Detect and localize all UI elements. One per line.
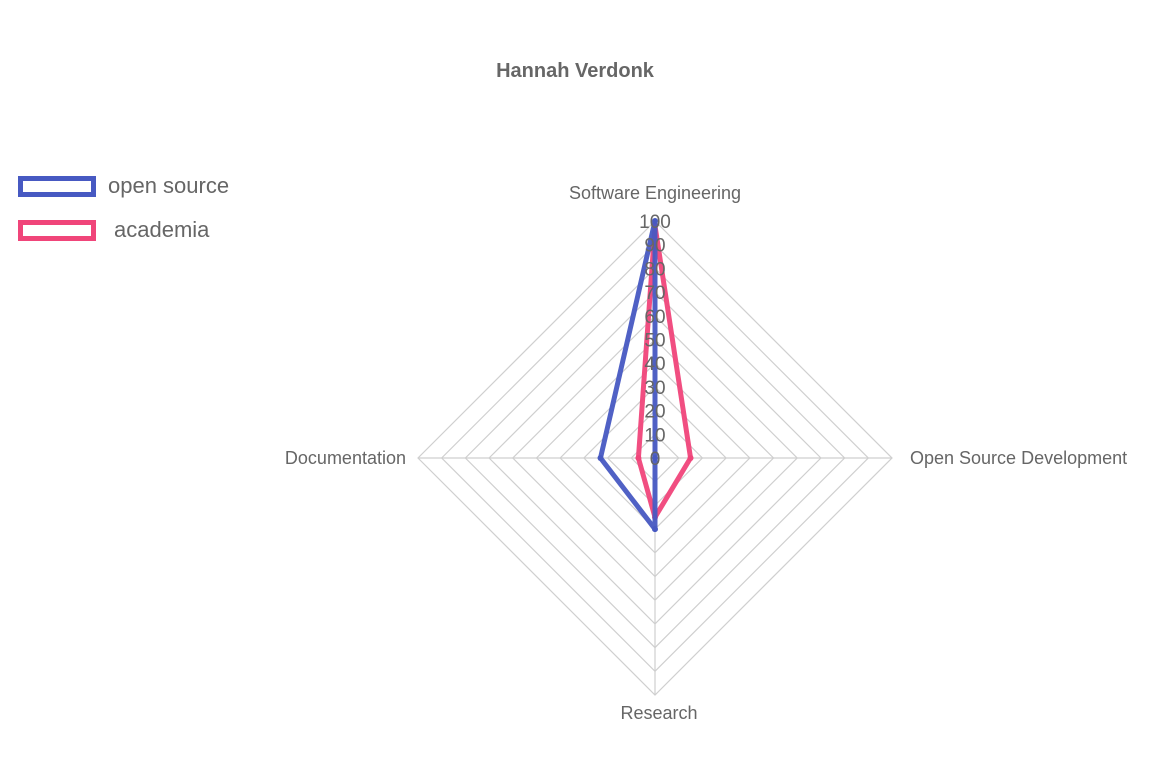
legend-swatch-open-source: [18, 175, 96, 197]
legend-label-open-source: open source: [108, 173, 230, 198]
tick-label: 60: [644, 307, 665, 328]
tick-label: 0: [650, 449, 661, 470]
series-open-source-point[interactable]: [652, 218, 658, 224]
legend-item-academia[interactable]: academia: [18, 208, 229, 252]
tick-label: 30: [644, 378, 665, 399]
axis-label: Software Engineering: [569, 183, 741, 203]
tick-label: 90: [644, 236, 665, 257]
tick-label: 80: [644, 259, 665, 280]
legend-label-academia: academia: [114, 217, 210, 242]
series-open-source-point[interactable]: [597, 455, 604, 461]
tick-label: 70: [644, 283, 665, 304]
legend-item-open-source[interactable]: open source: [18, 164, 229, 208]
legend: open source academia: [18, 164, 229, 252]
chart-title: Hannah Verdonk: [496, 60, 654, 82]
series-open-source-point[interactable]: [652, 526, 658, 533]
axis-label: Research: [620, 703, 697, 723]
tick-label: 40: [644, 354, 665, 375]
radar-series: [597, 218, 694, 533]
series-open-source-point[interactable]: [652, 455, 658, 461]
legend-swatch-academia: [18, 219, 96, 241]
axis-label: Open Source Development: [910, 448, 1127, 468]
radar-axis-labels: Software Engineering Open Source Developm…: [285, 183, 1127, 723]
tick-label: 10: [644, 425, 665, 446]
series-academia-point[interactable]: [635, 455, 642, 461]
axis-label: Documentation: [285, 448, 406, 468]
tick-label: 50: [644, 331, 665, 352]
series-academia-point[interactable]: [687, 455, 694, 461]
tick-label: 100: [639, 212, 671, 233]
tick-label: 20: [644, 402, 665, 423]
